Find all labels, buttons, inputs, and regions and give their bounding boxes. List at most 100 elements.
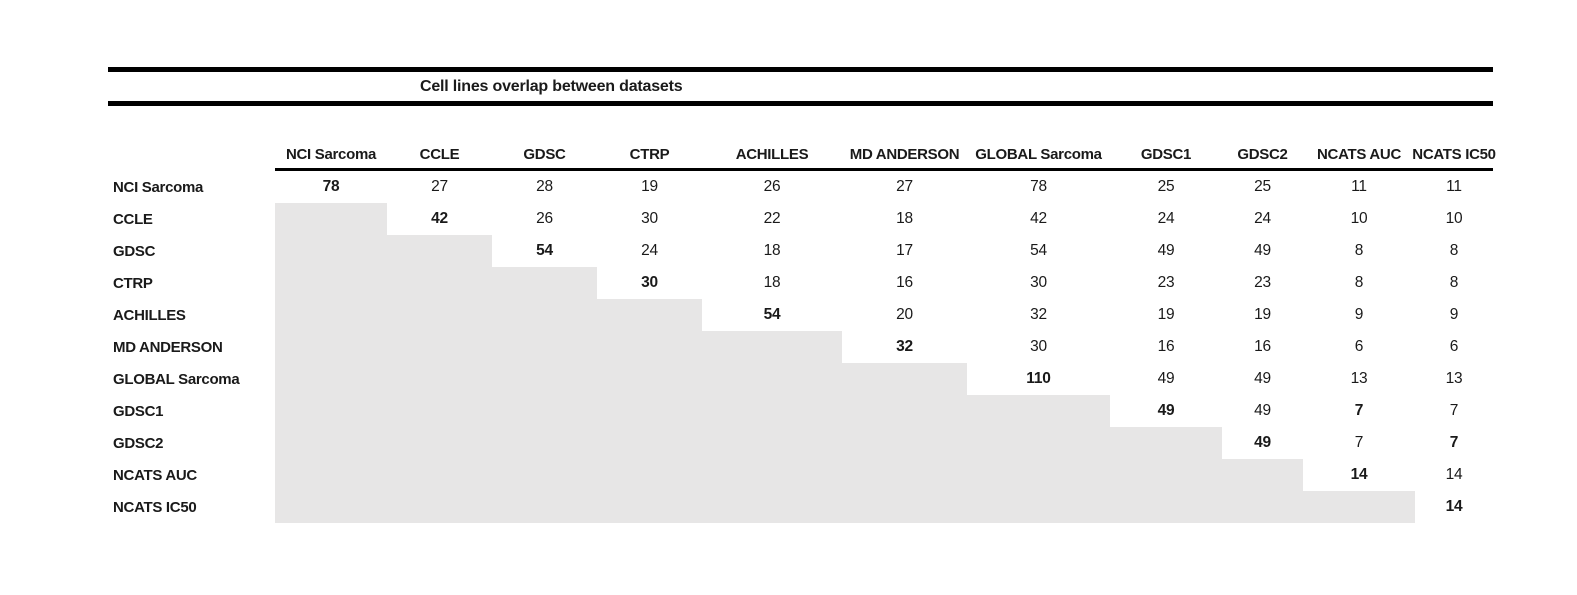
shaded-lower-triangle-cell — [387, 491, 492, 523]
shaded-lower-triangle-cell — [702, 363, 842, 395]
shaded-lower-triangle-cell — [842, 427, 967, 459]
overlap-value-cell: 26 — [536, 210, 553, 227]
overlap-value-cell: 8 — [1354, 242, 1364, 259]
shaded-lower-triangle-cell — [387, 459, 492, 491]
overlap-value-cell: 27 — [896, 178, 913, 195]
shaded-lower-triangle-cell — [1222, 459, 1303, 491]
overlap-matrix-table: NCI Sarcoma CCLE GDSC CTRP ACHILLES MD ANDERS… — [108, 140, 1496, 523]
shaded-lower-triangle-cell — [1110, 459, 1222, 491]
shaded-lower-triangle-cell — [387, 235, 492, 267]
table-row-gdsc2: GDSC2 49 7 7 — [108, 427, 1493, 459]
shaded-lower-triangle-cell — [492, 459, 597, 491]
overlap-value-cell: 17 — [896, 242, 913, 259]
row-header-ctrp: CTRP — [113, 274, 153, 292]
row-header-ccle: CCLE — [113, 210, 153, 228]
shaded-lower-triangle-cell — [387, 427, 492, 459]
overlap-value-cell: 42 — [1030, 210, 1047, 227]
overlap-value-cell: 28 — [536, 178, 553, 195]
overlap-value-cell: 30 — [1030, 274, 1047, 291]
table-row-ccle: CCLE 42 26 30 22 18 42 24 24 10 10 — [108, 203, 1493, 235]
row-header-ncats-ic50: NCATS IC50 — [113, 498, 197, 516]
overlap-value-cell: 25 — [1254, 178, 1271, 195]
overlap-value-cell: 14 — [1350, 466, 1368, 483]
shaded-lower-triangle-cell — [275, 331, 387, 363]
shaded-lower-triangle-cell — [492, 299, 597, 331]
shaded-lower-triangle-cell — [842, 459, 967, 491]
shaded-lower-triangle-cell — [387, 363, 492, 395]
table-row-global-sarcoma: GLOBAL Sarcoma 110 49 49 13 13 — [108, 363, 1493, 395]
table-row-nci-sarcoma: NCI Sarcoma 78 27 28 19 26 27 78 25 25 11 11 — [108, 171, 1493, 203]
column-header-row: NCI Sarcoma CCLE GDSC CTRP ACHILLES MD ANDERS… — [108, 140, 1496, 168]
row-header-achilles: ACHILLES — [113, 306, 186, 324]
overlap-value-cell: 30 — [641, 274, 658, 291]
overlap-value-cell: 23 — [1157, 274, 1175, 291]
column-header-gdsc: GDSC — [523, 145, 566, 163]
shaded-lower-triangle-cell — [387, 395, 492, 427]
overlap-value-cell: 13 — [1350, 370, 1368, 387]
overlap-value-cell: 10 — [1350, 210, 1368, 227]
table-row-achilles: ACHILLES 54 20 32 19 19 9 9 — [108, 299, 1493, 331]
shaded-lower-triangle-cell — [702, 491, 842, 523]
overlap-value-cell: 10 — [1445, 210, 1463, 227]
column-header-gdsc1: GDSC1 — [1140, 145, 1192, 163]
shaded-lower-triangle-cell — [1110, 427, 1222, 459]
shaded-lower-triangle-cell — [702, 459, 842, 491]
overlap-value-cell: 7 — [1354, 434, 1364, 451]
overlap-value-cell: 11 — [1446, 178, 1462, 195]
header-underline-rule — [275, 168, 1493, 171]
overlap-value-cell: 26 — [763, 178, 781, 195]
shaded-lower-triangle-cell — [275, 235, 387, 267]
shaded-lower-triangle-cell — [492, 363, 597, 395]
row-header-gdsc2: GDSC2 — [113, 434, 164, 452]
overlap-value-cell: 25 — [1157, 178, 1175, 195]
overlap-value-cell: 23 — [1254, 274, 1271, 291]
overlap-value-cell: 49 — [1157, 370, 1175, 387]
overlap-value-cell: 9 — [1449, 306, 1459, 323]
overlap-value-cell: 8 — [1354, 274, 1364, 291]
overlap-value-cell: 49 — [1157, 402, 1175, 419]
overlap-value-cell: 24 — [641, 242, 658, 259]
shaded-lower-triangle-cell — [967, 491, 1110, 523]
overlap-value-cell: 19 — [1254, 306, 1271, 323]
overlap-value-cell: 16 — [896, 274, 913, 291]
shaded-lower-triangle-cell — [275, 459, 387, 491]
overlap-value-cell: 27 — [431, 178, 448, 195]
overlap-value-cell: 7 — [1354, 402, 1364, 419]
overlap-value-cell: 30 — [641, 210, 658, 227]
shaded-lower-triangle-cell — [1222, 491, 1303, 523]
overlap-value-cell: 32 — [1030, 306, 1047, 323]
overlap-value-cell: 22 — [763, 210, 781, 227]
overlap-value-cell: 78 — [322, 178, 340, 195]
overlap-value-cell: 7 — [1449, 402, 1459, 419]
shaded-lower-triangle-cell — [275, 395, 387, 427]
shaded-lower-triangle-cell — [842, 491, 967, 523]
overlap-value-cell: 49 — [1254, 242, 1271, 259]
overlap-value-cell: 32 — [896, 338, 913, 355]
column-header-global-sarcoma: GLOBAL Sarcoma — [975, 145, 1102, 163]
overlap-value-cell: 19 — [641, 178, 658, 195]
overlap-value-cell: 9 — [1354, 306, 1364, 323]
table-row-ctrp: CTRP 30 18 16 30 23 23 8 8 — [108, 267, 1493, 299]
shaded-lower-triangle-cell — [967, 427, 1110, 459]
table-row-ncats-ic50: NCATS IC50 14 — [108, 491, 1493, 523]
column-header-ncats-auc: NCATS AUC — [1317, 145, 1401, 163]
row-header-md-anderson: MD ANDERSON — [113, 338, 223, 356]
column-header-ctrp: CTRP — [629, 145, 670, 163]
shaded-lower-triangle-cell — [492, 395, 597, 427]
shaded-lower-triangle-cell — [275, 363, 387, 395]
shaded-lower-triangle-cell — [597, 427, 702, 459]
overlap-value-cell: 6 — [1449, 338, 1459, 355]
column-header-ccle: CCLE — [419, 145, 460, 163]
overlap-value-cell: 20 — [896, 306, 913, 323]
shaded-lower-triangle-cell — [387, 331, 492, 363]
column-header-gdsc2: GDSC2 — [1237, 145, 1288, 163]
table-row-gdsc: GDSC 54 24 18 17 54 49 49 8 8 — [108, 235, 1493, 267]
shaded-lower-triangle-cell — [597, 331, 702, 363]
row-header-global-sarcoma: GLOBAL Sarcoma — [113, 370, 240, 388]
overlap-value-cell: 30 — [1030, 338, 1047, 355]
overlap-value-cell: 49 — [1254, 434, 1271, 451]
shaded-lower-triangle-cell — [1303, 491, 1415, 523]
overlap-value-cell: 18 — [763, 274, 781, 291]
shaded-lower-triangle-cell — [597, 395, 702, 427]
